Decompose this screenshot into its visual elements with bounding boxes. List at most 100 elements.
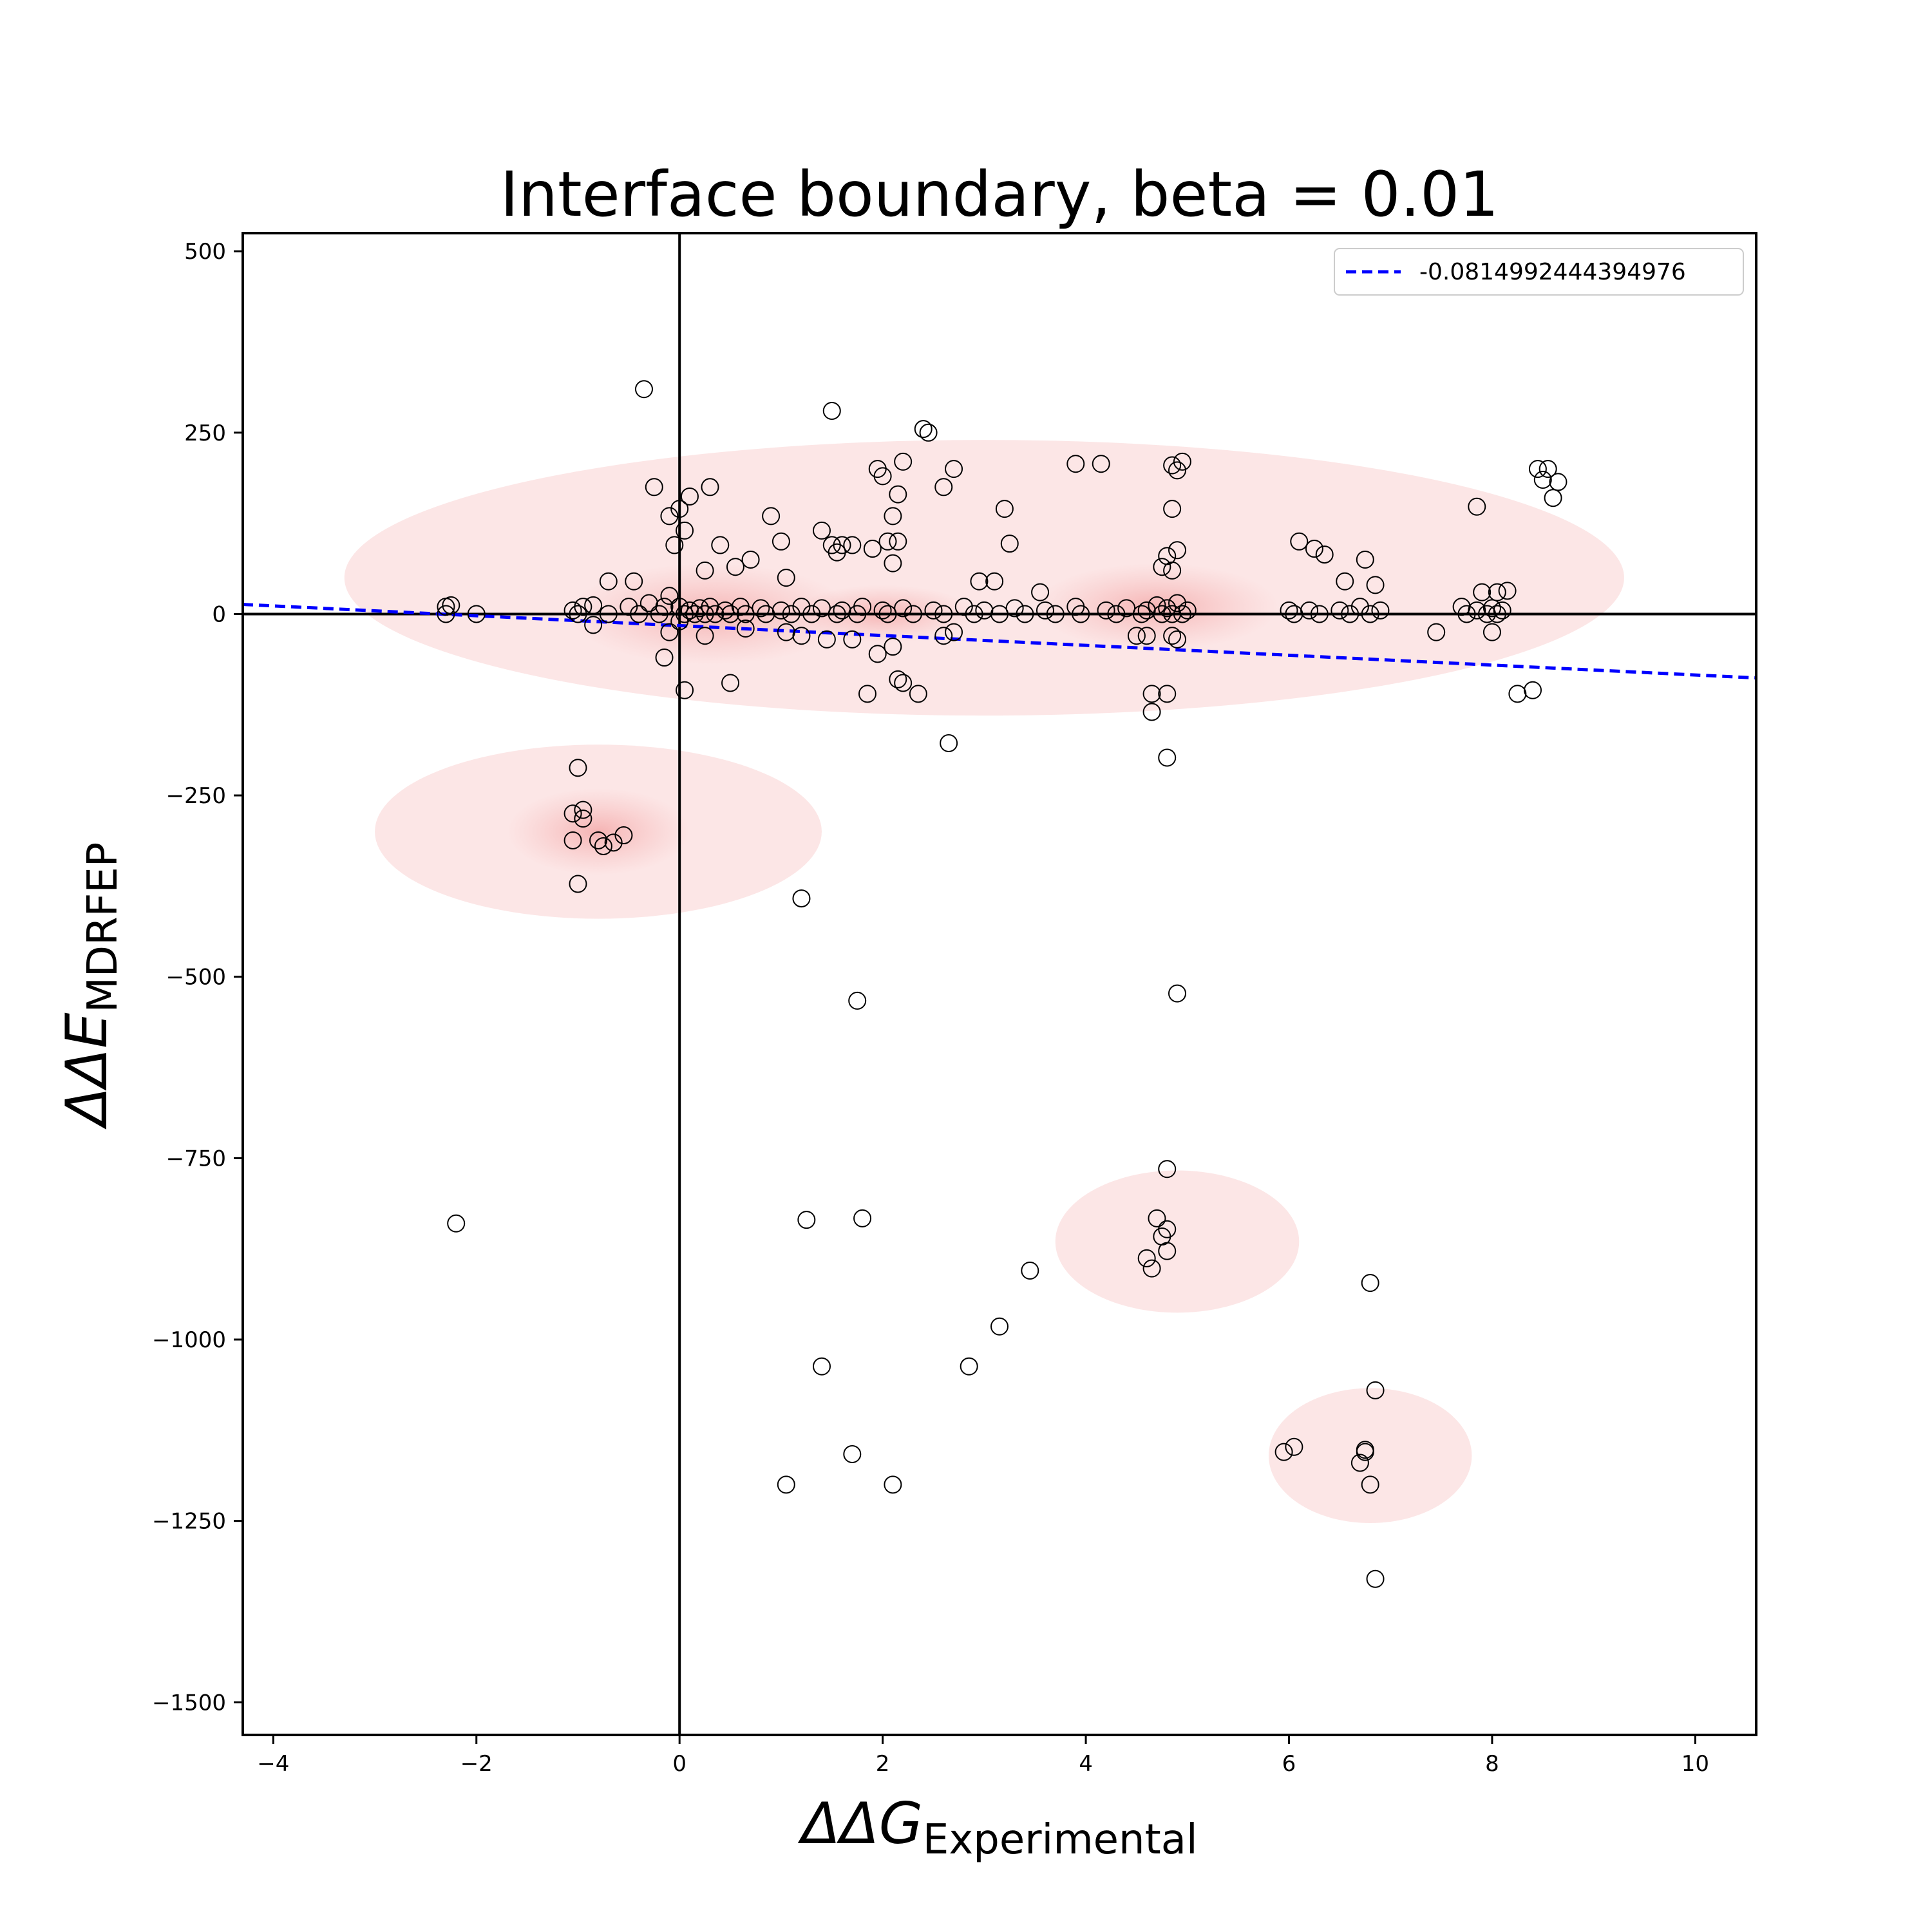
scatter-point xyxy=(909,685,927,703)
y-tick-label: 250 xyxy=(184,421,226,446)
legend: -0.0814992444394976 xyxy=(1334,248,1744,296)
scatter-point xyxy=(1544,489,1562,507)
scatter-point xyxy=(1361,605,1379,623)
scatter-point xyxy=(934,627,953,645)
scatter-point xyxy=(889,485,907,504)
scatter-point xyxy=(990,1317,1009,1336)
scatter-point xyxy=(660,623,679,641)
scatter-point xyxy=(1498,582,1517,600)
legend-entry-label: -0.0814992444394976 xyxy=(1419,259,1686,285)
scatter-point xyxy=(863,540,882,558)
scatter-point xyxy=(858,685,876,703)
scatter-point xyxy=(594,837,612,855)
scatter-point xyxy=(696,561,714,580)
scatter-point xyxy=(564,831,582,849)
scatter-point xyxy=(873,467,892,486)
scatter-point xyxy=(736,619,755,638)
scatter-point xyxy=(1482,623,1501,641)
scatter-point xyxy=(1274,1443,1293,1461)
y-axis-label-subscript: MDRFEP xyxy=(79,842,127,1013)
scatter-point xyxy=(599,572,618,591)
scatter-point xyxy=(584,616,603,634)
scatter-point xyxy=(1285,1437,1303,1456)
scatter-point xyxy=(828,605,846,623)
y-tick-label: 500 xyxy=(184,239,226,265)
scatter-point xyxy=(884,507,902,526)
scatter-point xyxy=(736,605,755,623)
scatter-point xyxy=(777,1475,795,1494)
scatter-point xyxy=(1016,605,1034,623)
legend-box xyxy=(1334,248,1744,296)
scatter-point xyxy=(447,1214,466,1233)
x-tick-label: 10 xyxy=(1681,1751,1709,1777)
scatter-point xyxy=(894,674,913,692)
fit-line-layer xyxy=(243,603,1756,680)
scatter-point xyxy=(437,605,455,623)
scatter-point xyxy=(1361,1274,1379,1293)
scatter-point xyxy=(741,550,760,569)
y-tick-label: −1000 xyxy=(152,1327,226,1353)
density-region xyxy=(344,440,1624,716)
scatter-point xyxy=(1000,535,1019,553)
scatter-point xyxy=(589,831,608,849)
scatter-point xyxy=(467,605,486,623)
scatter-point xyxy=(1158,1242,1177,1260)
points-layer xyxy=(437,380,1567,1588)
scatter-point xyxy=(965,605,983,623)
plot-frame xyxy=(242,232,1757,1736)
scatter-point xyxy=(797,1211,816,1229)
scatter-point xyxy=(721,605,740,623)
y-tick-label: −250 xyxy=(166,783,226,809)
scatter-point xyxy=(954,598,973,616)
scatter-point xyxy=(1361,1475,1379,1494)
y-axis-ticks: 500 250 0 −250 −500 −750 −1000 −1250 −1500 xyxy=(152,239,243,1716)
scatter-point xyxy=(782,605,800,623)
scatter-point xyxy=(1036,601,1054,620)
scatter-point xyxy=(1371,601,1390,620)
scatter-point xyxy=(442,596,460,614)
scatter-point xyxy=(1153,605,1171,623)
scatter-point xyxy=(848,605,867,623)
scatter-point xyxy=(660,587,679,605)
scatter-point xyxy=(574,810,592,828)
scatter-point xyxy=(1549,473,1567,491)
scatter-point xyxy=(1072,605,1090,623)
density-region xyxy=(1268,1388,1472,1524)
scatter-point xyxy=(853,1209,872,1227)
scatter-point xyxy=(696,605,714,623)
scatter-point xyxy=(1539,460,1557,478)
y-axis-label-group: ΔΔEMDRFEP xyxy=(53,842,127,1130)
scatter-point xyxy=(660,507,679,526)
scatter-point xyxy=(584,596,603,614)
scatter-point xyxy=(1163,500,1182,518)
scatter-point xyxy=(1021,1261,1039,1280)
scatter-point xyxy=(670,612,689,630)
scatter-point xyxy=(1163,456,1182,475)
scatter-point xyxy=(843,536,862,554)
y-tick-label: −1250 xyxy=(152,1509,226,1535)
scatter-point xyxy=(934,478,953,497)
scatter-point xyxy=(1290,532,1309,551)
scatter-point xyxy=(934,605,953,623)
scatter-point xyxy=(650,605,668,623)
scatter-point xyxy=(665,536,684,554)
scatter-point xyxy=(1356,550,1374,569)
scatter-point xyxy=(919,423,938,442)
scatter-point xyxy=(884,638,902,656)
scatter-point xyxy=(1356,1441,1374,1459)
scatter-point xyxy=(1341,605,1359,623)
scatter-point xyxy=(1305,540,1323,558)
scatter-point xyxy=(1310,605,1329,623)
scatter-point xyxy=(670,500,689,518)
scatter-point xyxy=(1132,605,1151,623)
scatter-point xyxy=(676,681,694,699)
scatter-point xyxy=(1158,685,1177,703)
scatter-point xyxy=(777,569,795,587)
scatter-point xyxy=(1528,460,1547,478)
scatter-point xyxy=(1285,605,1303,623)
scatter-point xyxy=(812,521,831,540)
y-tick-label: −750 xyxy=(166,1146,226,1171)
scatter-point xyxy=(757,605,775,623)
scatter-point xyxy=(1142,703,1161,721)
scatter-point xyxy=(904,605,922,623)
